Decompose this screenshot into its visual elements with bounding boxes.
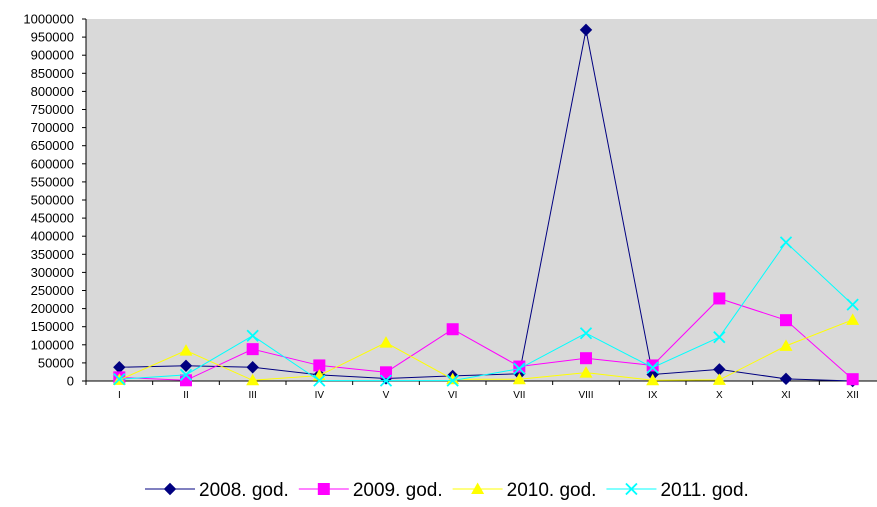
y-axis: 0 50000 100000 150000 200000 250000 300000 3500… xyxy=(23,12,87,389)
y-tick-label: 650000 xyxy=(31,138,74,153)
legend-label: 2008. god. xyxy=(199,480,289,501)
data-point xyxy=(846,373,859,386)
legend-item: 2008. god. xyxy=(145,480,289,501)
y-tick-label: 800000 xyxy=(31,84,74,99)
data-point xyxy=(379,374,393,387)
data-point xyxy=(113,373,126,386)
series-layer xyxy=(112,23,860,388)
legend-marker xyxy=(317,483,330,495)
data-point xyxy=(313,374,326,387)
data-point xyxy=(246,343,259,356)
y-tick-label: 50000 xyxy=(38,355,74,370)
y-tick-label: 400000 xyxy=(31,229,74,244)
plot-area xyxy=(86,19,877,381)
series-line xyxy=(119,297,853,381)
data-point xyxy=(646,359,659,372)
series-line xyxy=(119,319,853,381)
y-tick-label: 500000 xyxy=(31,193,74,208)
x-tick-label: III xyxy=(248,390,256,401)
x-tick-label: VII xyxy=(513,390,525,401)
x-tick-label: XI xyxy=(781,390,790,401)
data-point xyxy=(713,331,726,344)
y-tick-label: 450000 xyxy=(31,211,74,226)
data-point xyxy=(246,329,259,342)
x-tick-label: VIII xyxy=(578,390,593,401)
x-axis: I II III IV V VI VII VIII IX X XI XII xyxy=(85,380,877,401)
data-point xyxy=(246,361,259,374)
data-point xyxy=(579,366,593,378)
legend-item: 2010. god. xyxy=(452,480,597,501)
y-tick-label: 700000 xyxy=(31,120,74,135)
data-point xyxy=(779,236,793,249)
x-tick-label: V xyxy=(383,390,390,401)
legend-label: 2009. god. xyxy=(353,480,443,501)
y-tick-label: 350000 xyxy=(31,247,74,262)
legend-marker xyxy=(471,482,485,494)
y-tick-label: 600000 xyxy=(31,156,74,171)
y-tick-label: 100000 xyxy=(31,337,74,352)
data-point xyxy=(779,339,793,351)
data-point xyxy=(846,313,860,325)
data-point xyxy=(512,372,526,385)
y-tick-label: 0 xyxy=(67,374,74,389)
data-point xyxy=(646,373,660,386)
legend: 2008. god. 2009. god. 2010. god. 2011. god. xyxy=(145,480,749,501)
data-point xyxy=(446,323,459,336)
data-point xyxy=(712,373,726,385)
y-tick-label: 750000 xyxy=(31,102,74,117)
y-tick-label: 150000 xyxy=(31,319,74,334)
legend-label: 2011. god. xyxy=(660,480,748,501)
x-tick-label: IX xyxy=(648,390,658,401)
series-4 xyxy=(113,236,859,387)
data-point xyxy=(179,368,193,381)
x-tick-label: XII xyxy=(847,390,859,401)
data-point xyxy=(446,374,459,387)
data-point xyxy=(846,298,859,311)
x-tick-label: X xyxy=(716,390,723,401)
series-line xyxy=(119,241,854,382)
y-tick-label: 300000 xyxy=(31,265,74,280)
x-tick-label: II xyxy=(183,390,189,401)
y-tick-label: 200000 xyxy=(31,301,74,316)
data-point xyxy=(579,327,593,340)
data-point xyxy=(779,372,793,386)
data-point xyxy=(179,359,193,373)
data-point xyxy=(246,373,260,386)
data-point xyxy=(313,359,326,372)
data-point xyxy=(380,366,392,379)
x-tick-label: I xyxy=(118,390,121,401)
y-tick-label: 550000 xyxy=(31,174,74,189)
y-tick-label: 900000 xyxy=(31,48,74,63)
x-tick-label: VI xyxy=(448,390,457,401)
x-tick-label: IV xyxy=(315,390,325,401)
data-point xyxy=(713,292,726,305)
data-point xyxy=(179,344,193,356)
data-point xyxy=(513,362,526,375)
y-tick-label: 850000 xyxy=(31,66,74,81)
legend-item: 2009. god. xyxy=(298,480,443,501)
legend-marker xyxy=(163,482,177,496)
data-point xyxy=(780,314,792,327)
data-point xyxy=(580,352,592,365)
data-point xyxy=(579,23,593,37)
legend-item: 2011. god. xyxy=(606,480,749,501)
data-point xyxy=(379,336,393,348)
data-point xyxy=(446,372,460,385)
data-point xyxy=(646,361,659,374)
legend-label: 2010. god. xyxy=(507,480,597,501)
y-tick-label: 950000 xyxy=(31,30,74,45)
y-tick-label: 250000 xyxy=(31,283,74,298)
legend-marker xyxy=(625,482,638,496)
y-tick-label: 1000000 xyxy=(23,12,74,27)
